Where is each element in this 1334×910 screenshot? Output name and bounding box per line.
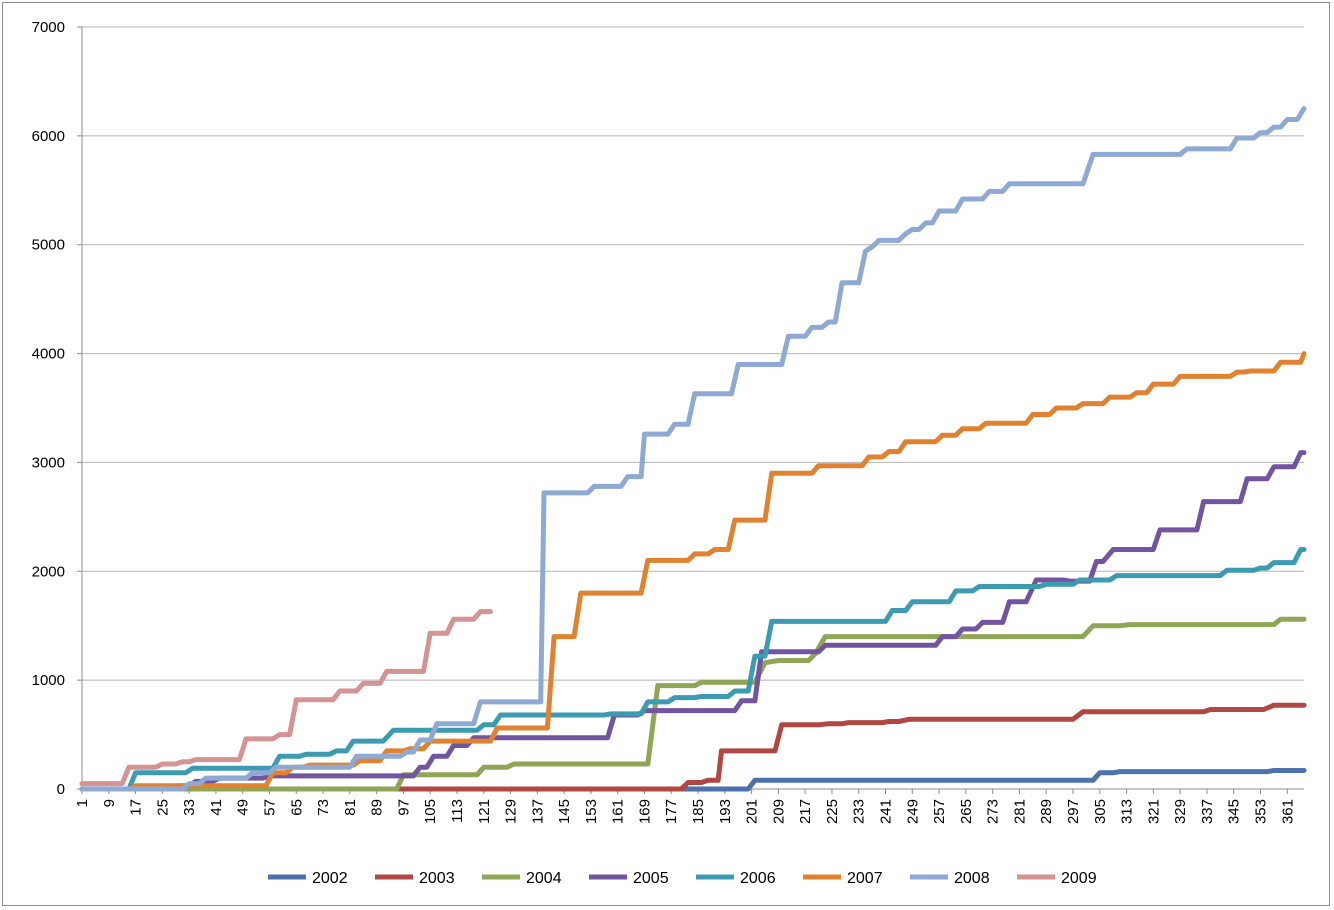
x-tick-label: 345 (1226, 799, 1243, 824)
x-tick-label: 105 (422, 799, 439, 824)
x-tick-label: 185 (690, 799, 707, 824)
x-tick-label: 129 (503, 799, 520, 824)
y-tick-label: 3000 (32, 454, 65, 471)
x-tick-label: 49 (235, 799, 252, 816)
y-tick-label: 0 (57, 781, 65, 798)
x-tick-label: 73 (315, 799, 332, 816)
x-tick-label: 249 (904, 799, 921, 824)
x-tick-label: 89 (369, 799, 386, 816)
x-tick-label: 193 (717, 799, 734, 824)
series-line-2009 (79, 609, 493, 787)
legend-label-2008: 2008 (954, 870, 990, 887)
x-tick-label: 137 (529, 799, 546, 824)
x-tick-label: 265 (958, 799, 975, 824)
y-tick-label: 5000 (32, 237, 65, 254)
series-line-2006 (79, 547, 1307, 792)
x-tick-label: 41 (208, 799, 225, 816)
y-tick-label: 2000 (32, 563, 65, 580)
x-tick-label: 121 (476, 799, 493, 824)
legend-label-2002: 2002 (312, 870, 348, 887)
x-tick-label: 337 (1199, 799, 1216, 824)
x-tick-label: 81 (342, 799, 359, 816)
x-tick-label: 305 (1092, 799, 1109, 824)
y-tick-label: 4000 (32, 346, 65, 363)
x-tick-label: 281 (1011, 799, 1028, 824)
x-tick-label: 17 (128, 799, 145, 816)
x-tick-label: 65 (288, 799, 305, 816)
x-tick-label: 145 (556, 799, 573, 824)
x-tick-label: 361 (1279, 799, 1296, 824)
x-tick-label: 297 (1065, 799, 1082, 824)
y-tick-label: 7000 (32, 19, 65, 36)
legend-label-2004: 2004 (526, 870, 562, 887)
legend-label-2003: 2003 (419, 870, 455, 887)
x-tick-label: 169 (636, 799, 653, 824)
x-tick-label: 313 (1119, 799, 1136, 824)
x-tick-label: 57 (261, 799, 278, 816)
x-tick-label: 201 (744, 799, 761, 824)
x-tick-label: 113 (449, 799, 466, 823)
x-tick-label: 241 (878, 799, 895, 824)
legend-label-2005: 2005 (633, 870, 669, 887)
x-tick-label: 273 (985, 799, 1002, 824)
x-tick-label: 97 (395, 799, 412, 816)
x-tick-label: 25 (154, 799, 171, 816)
x-tick-label: 225 (824, 799, 841, 824)
x-tick-label: 33 (181, 799, 198, 816)
series-line-2003 (79, 702, 1307, 792)
legend-label-2009: 2009 (1061, 870, 1097, 887)
x-tick-label: 321 (1145, 799, 1162, 824)
legend-label-2007: 2007 (847, 870, 883, 887)
x-tick-label: 329 (1172, 799, 1189, 824)
x-tick-label: 1 (74, 799, 91, 807)
series-line-2004 (79, 616, 1307, 792)
series-line-2002 (79, 768, 1307, 792)
x-tick-label: 161 (610, 799, 627, 824)
y-tick-label: 6000 (32, 128, 65, 145)
x-tick-label: 353 (1252, 799, 1269, 824)
x-tick-label: 153 (583, 799, 600, 824)
x-tick-label: 217 (797, 799, 814, 824)
series-line-2005 (79, 450, 1307, 792)
y-tick-label: 1000 (32, 672, 65, 689)
x-tick-label: 177 (663, 799, 680, 824)
series-line-2008 (79, 106, 1307, 792)
x-tick-label: 9 (101, 799, 118, 807)
x-tick-label: 233 (851, 799, 868, 824)
x-tick-label: 257 (931, 799, 948, 824)
legend-label-2006: 2006 (740, 870, 776, 887)
x-tick-label: 289 (1038, 799, 1055, 824)
x-tick-label: 209 (770, 799, 787, 824)
